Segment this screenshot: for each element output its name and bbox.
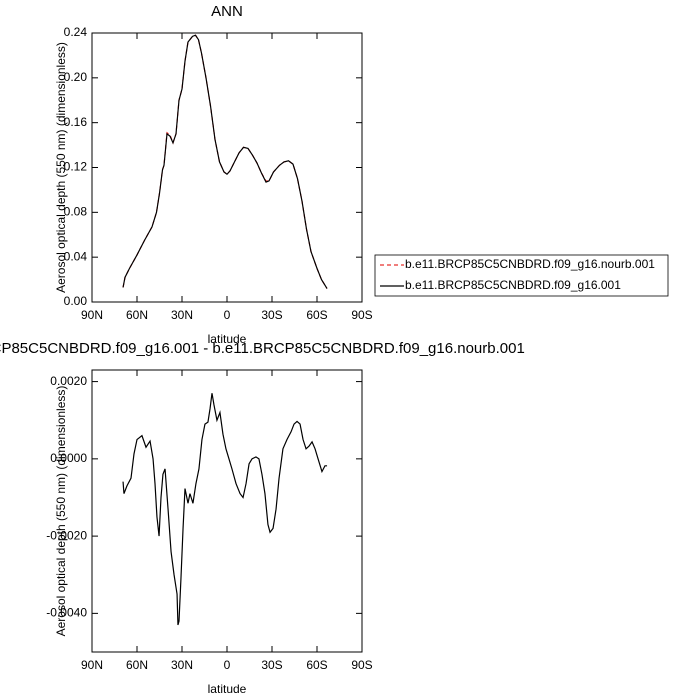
plot-frame [91, 32, 363, 303]
data-line [122, 34, 328, 289]
y-tick-label: 0.00 [64, 294, 88, 308]
chart-title: b.e11.BRCP85C5CNBDRD.f09_g16.001 - b.e11… [0, 340, 525, 357]
y-tick-label: 0.08 [64, 205, 88, 219]
y-tick-label: 0.20 [64, 70, 88, 84]
y-tick-label: 0.04 [64, 249, 88, 263]
y-tick-label: 0.16 [64, 115, 88, 129]
x-tick-label: 60N [126, 308, 148, 322]
legend-label: b.e11.BRCP85C5CNBDRD.f09_g16.001 [405, 278, 621, 292]
x-tick-label: 60S [306, 308, 327, 322]
legend-label: b.e11.BRCP85C5CNBDRD.f09_g16.nourb.001 [405, 257, 655, 271]
x-tick-label: 30N [171, 308, 193, 322]
y-axis-label: Aerosol optical depth (550 nm) (dimensio… [54, 42, 68, 293]
x-tick-label: 90N [81, 658, 103, 672]
y-axis-label: Aerosol optical depth (550 nm) (dimensio… [54, 386, 68, 637]
data-line [122, 393, 328, 626]
y-tick-label: 0.0020 [50, 374, 87, 388]
chart-title: ANN [211, 3, 243, 20]
x-tick-label: 0 [224, 658, 231, 672]
x-tick-label: 90N [81, 308, 103, 322]
y-tick-label: 0.0000 [50, 451, 87, 465]
y-tick-label: -0.0020 [46, 528, 87, 542]
x-tick-label: 90S [351, 658, 372, 672]
x-tick-label: 0 [224, 308, 231, 322]
x-axis-label: latitude [208, 332, 247, 346]
x-tick-label: 90S [351, 308, 372, 322]
legend-box [374, 254, 669, 297]
data-line [122, 34, 328, 289]
x-tick-label: 60S [306, 658, 327, 672]
x-tick-label: 30S [261, 658, 282, 672]
legend: b.e11.BRCP85C5CNBDRD.f09_g16.nourb.001 b.… [374, 254, 669, 297]
x-tick-label: 30N [171, 658, 193, 672]
plot-frame [91, 369, 363, 653]
y-tick-label: 0.12 [64, 160, 88, 174]
x-axis-label: latitude [208, 682, 247, 696]
y-tick-label: -0.0040 [46, 606, 87, 620]
x-tick-label: 30S [261, 308, 282, 322]
y-tick-label: 0.24 [64, 25, 88, 39]
x-tick-label: 60N [126, 658, 148, 672]
